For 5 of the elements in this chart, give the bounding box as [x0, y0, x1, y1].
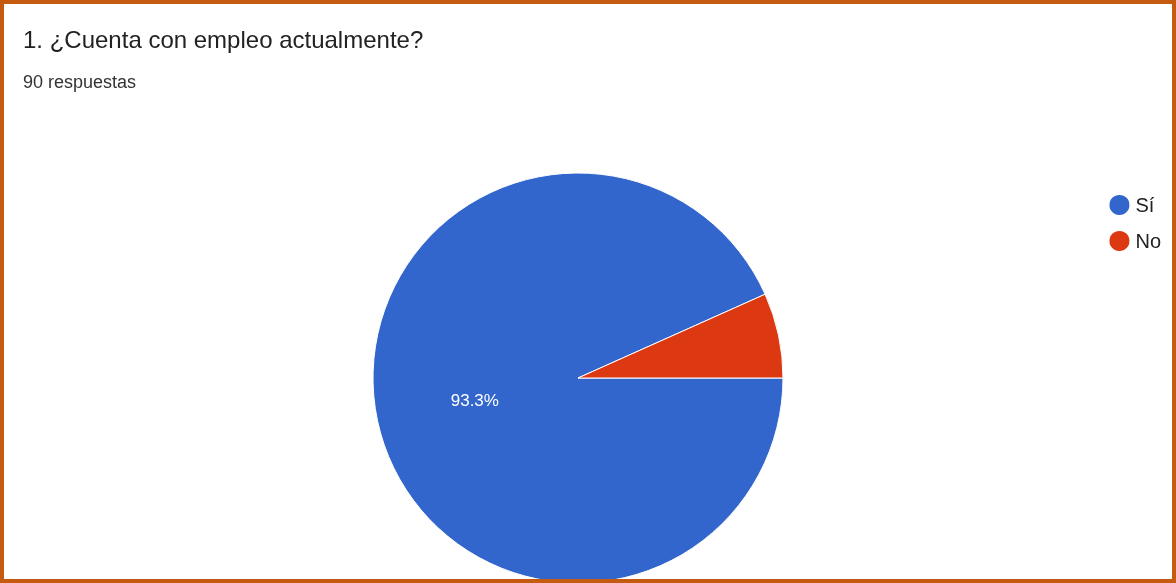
- data-label: 93.3%: [450, 390, 499, 410]
- chart-title: 1. ¿Cuenta con empleo actualmente?: [23, 25, 424, 53]
- legend-label: No: [1135, 230, 1162, 252]
- text: 90 respuestas: [23, 72, 137, 92]
- legend-label: Sí: [1135, 194, 1155, 216]
